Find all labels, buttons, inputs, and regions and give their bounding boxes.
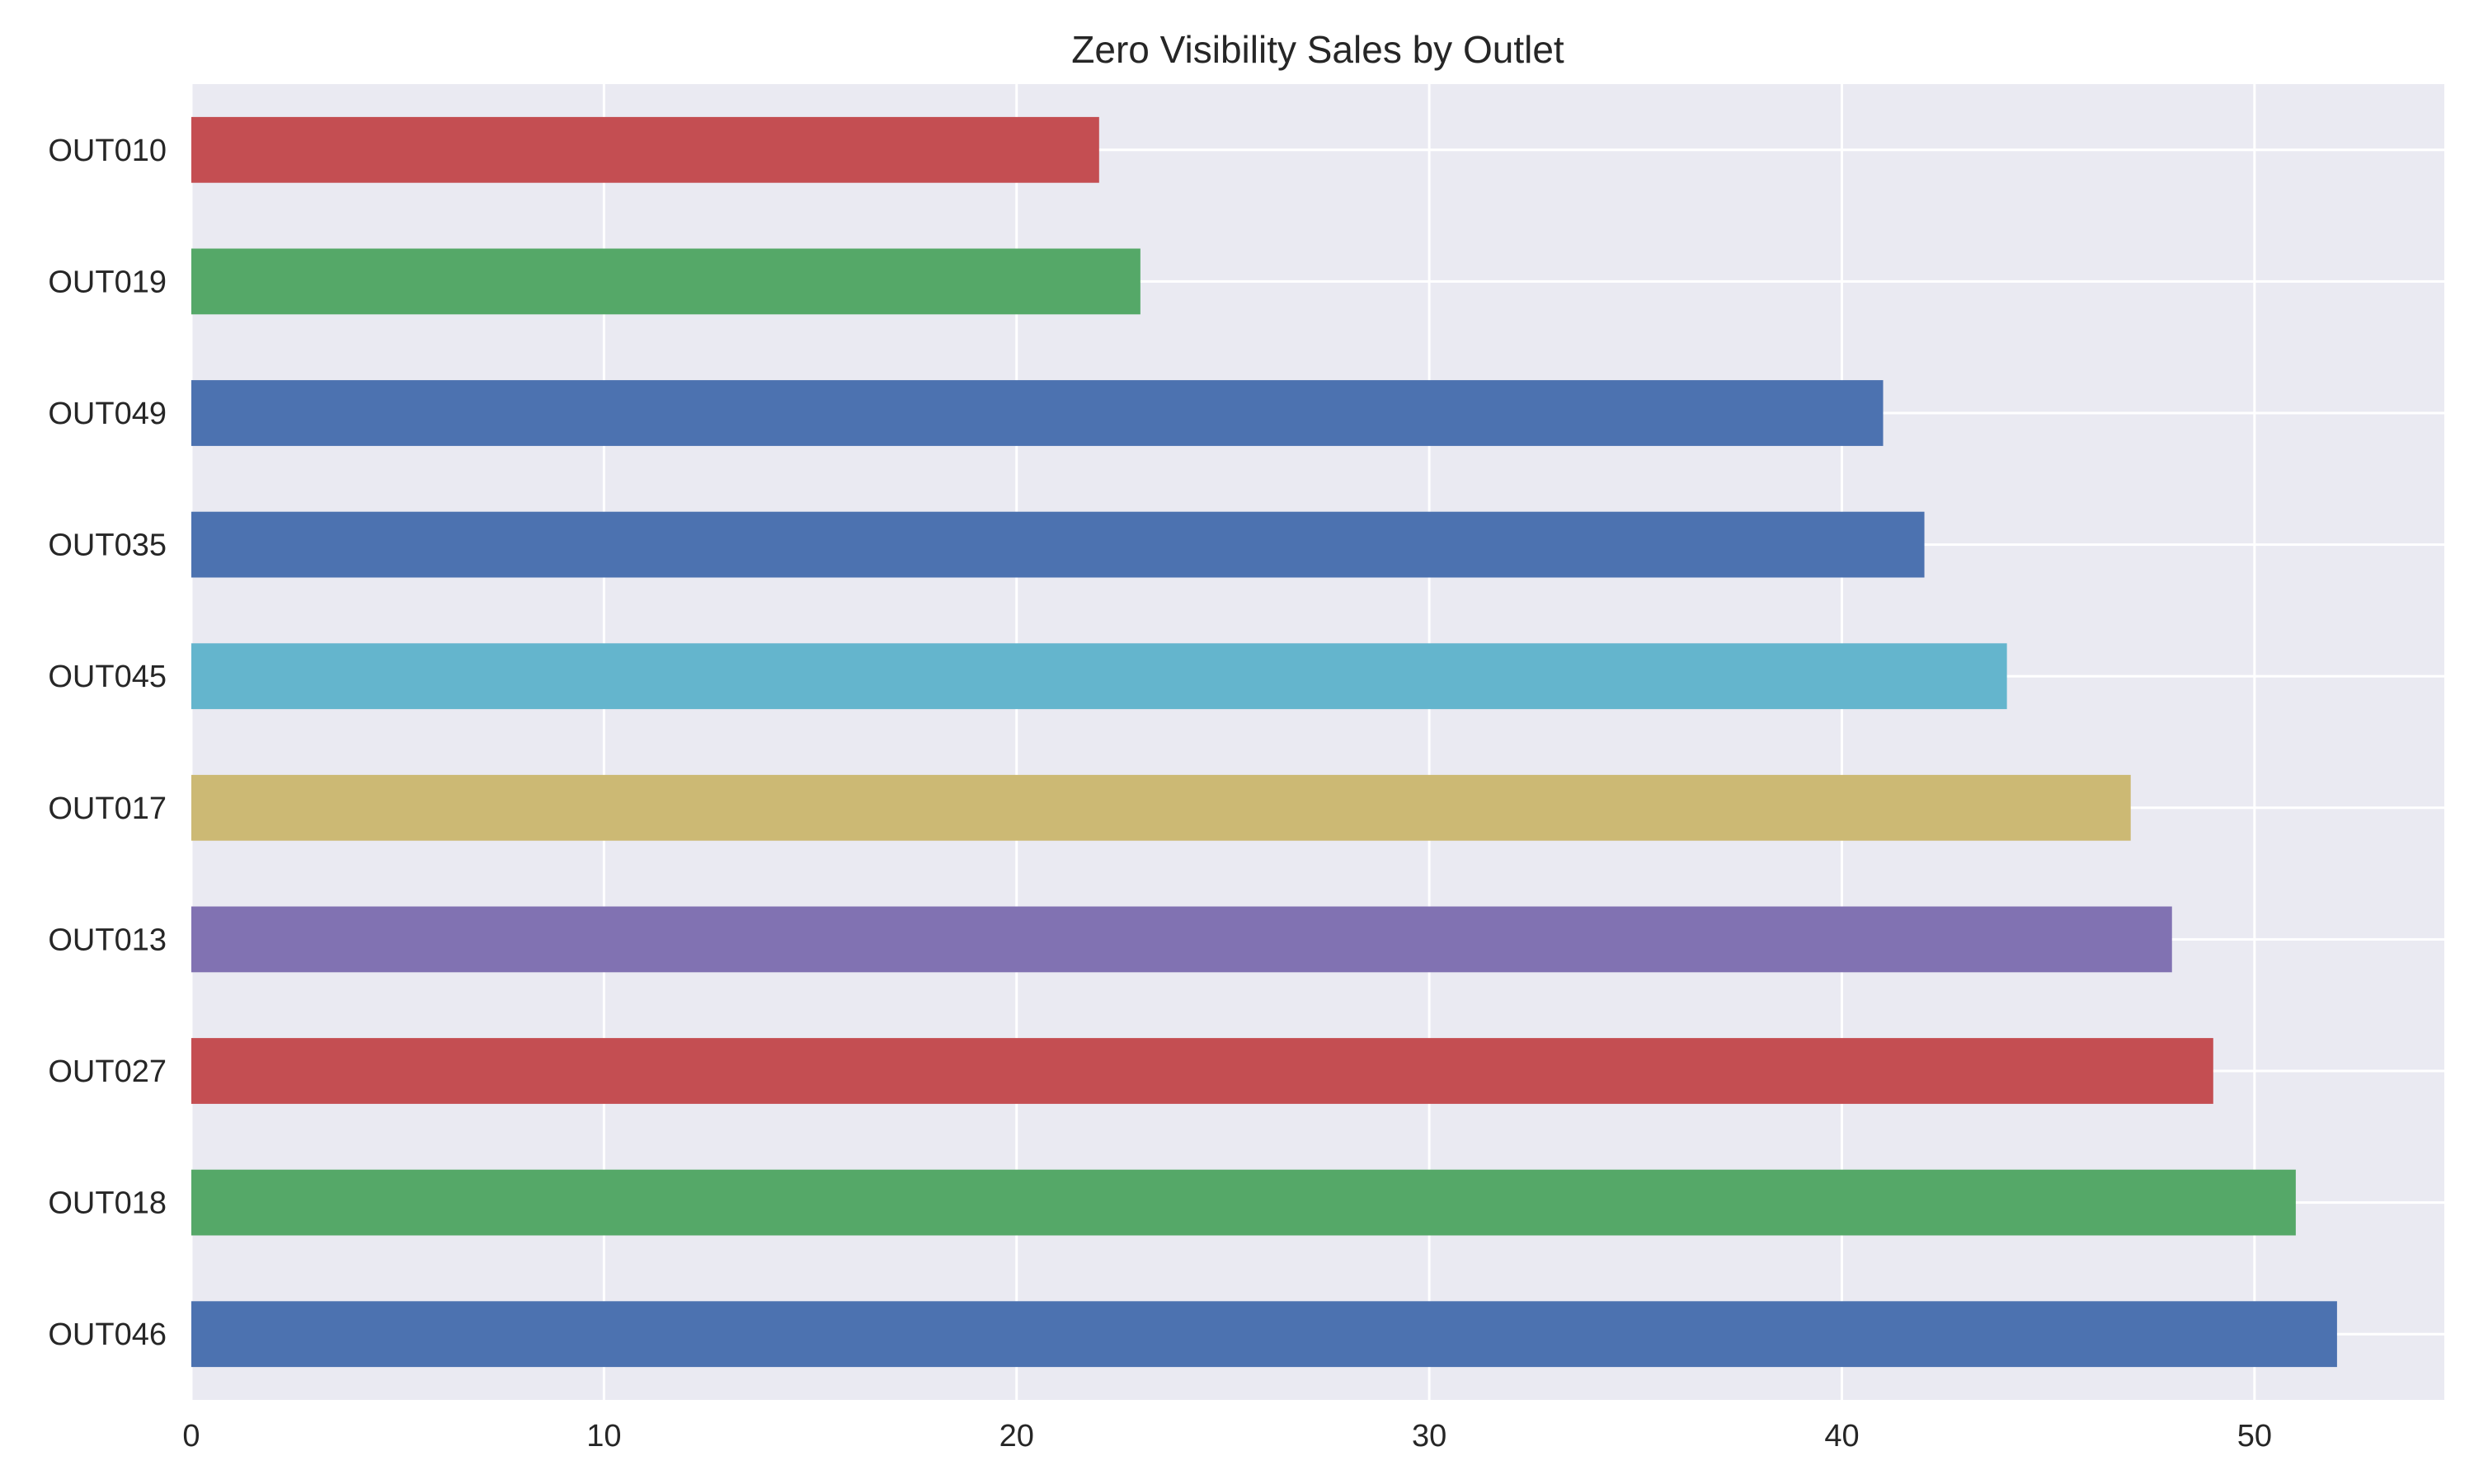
- bar-out035: [191, 511, 1925, 578]
- y-tick-label: OUT035: [48, 528, 167, 563]
- bar-out045: [191, 643, 2007, 710]
- bar-out013: [191, 906, 2172, 973]
- y-tick-label: OUT017: [48, 791, 167, 826]
- y-tick-labels: OUT010 OUT019 OUT049 OUT035 OUT045 OUT017 OUT0…: [48, 134, 167, 1352]
- bar-out049: [191, 380, 1884, 446]
- x-tick-label: 20: [999, 1419, 1034, 1453]
- y-tick-label: OUT027: [48, 1054, 167, 1089]
- bar-out018: [191, 1169, 2296, 1236]
- bar-out027: [191, 1038, 2213, 1104]
- x-tick-label: 50: [2237, 1419, 2272, 1453]
- y-tick-label: OUT046: [48, 1317, 167, 1352]
- y-tick-label: OUT013: [48, 923, 167, 957]
- y-tick-label: OUT045: [48, 660, 167, 694]
- bar-out017: [191, 774, 2131, 841]
- x-tick-label: 0: [182, 1419, 200, 1453]
- x-tick-label: 40: [1824, 1419, 1859, 1453]
- x-tick-label: 10: [586, 1419, 621, 1453]
- y-tick-label: OUT010: [48, 134, 167, 168]
- chart-title: Zero Visibility Sales by Outlet: [1071, 28, 1564, 71]
- bar-out019: [191, 248, 1141, 315]
- bar-out010: [191, 116, 1099, 183]
- bars: [191, 116, 2337, 1368]
- x-tick-label: 30: [1412, 1419, 1446, 1453]
- x-tick-labels: 0 10 20 30 40 50: [182, 1419, 2272, 1453]
- y-tick-label: OUT049: [48, 397, 167, 431]
- y-tick-label: OUT019: [48, 265, 167, 299]
- bar-out046: [191, 1301, 2337, 1368]
- y-tick-label: OUT018: [48, 1186, 167, 1221]
